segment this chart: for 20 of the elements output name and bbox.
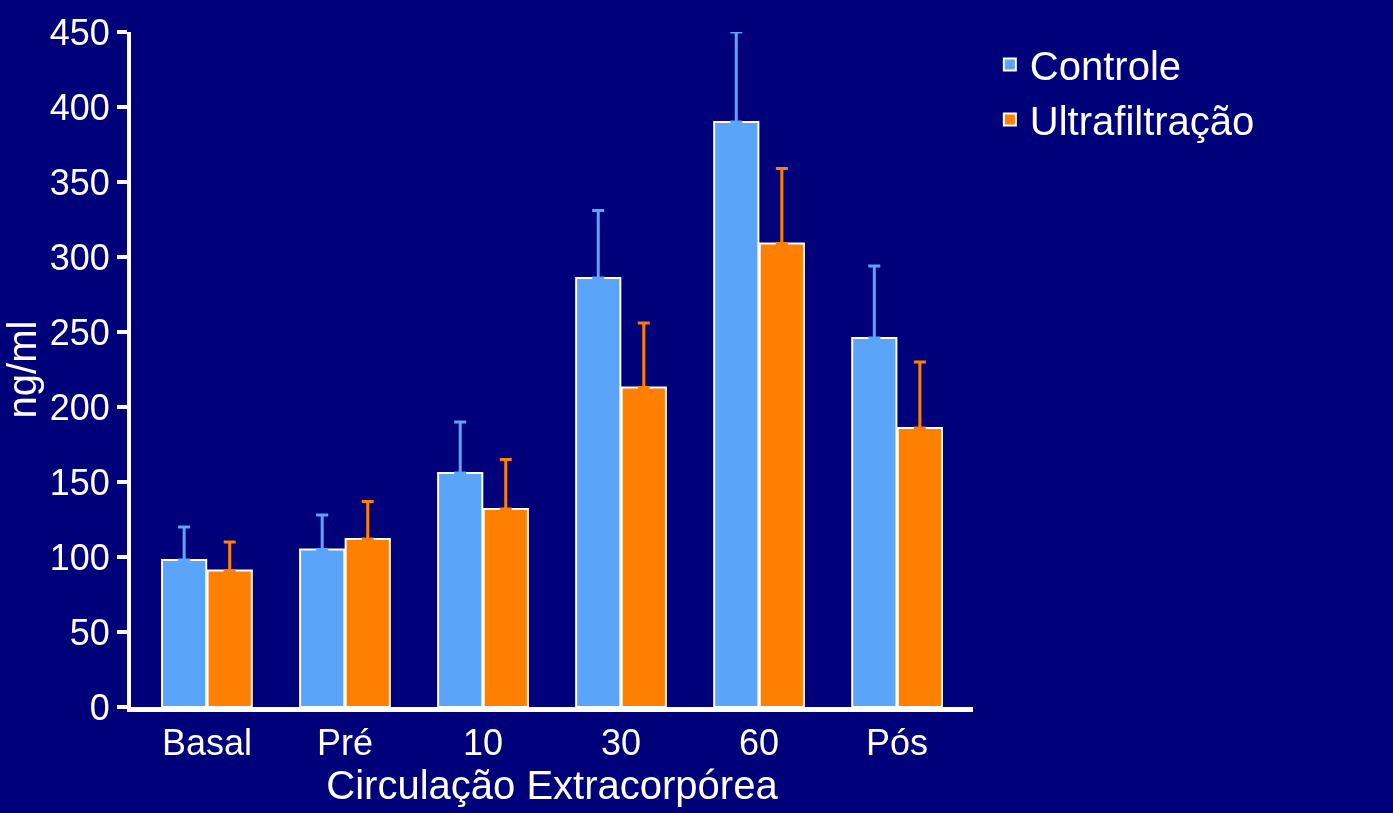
y-tick-label: 200	[49, 386, 110, 428]
y-axis-title: ng/ml	[0, 320, 44, 419]
y-tick-label: 450	[49, 11, 110, 53]
y-tick-label: 400	[49, 86, 110, 128]
y-tick-label: 300	[49, 236, 110, 278]
x-tick-label: Pré	[316, 722, 373, 764]
x-axis-title: Circulação Extracorpórea	[326, 763, 779, 808]
y-tick-label: 150	[49, 461, 110, 503]
y-tick-label: 100	[49, 536, 110, 578]
x-tick-label: 30	[601, 722, 642, 764]
x-tick-label: Basal	[161, 722, 252, 764]
y-tick-label: 0	[89, 686, 110, 728]
legend-label: Ultrafiltração	[1029, 99, 1255, 144]
y-tick-label: 50	[69, 611, 110, 653]
x-tick-label: 60	[739, 722, 780, 764]
y-tick-label: 350	[49, 161, 110, 203]
legend-label: Controle	[1029, 44, 1182, 89]
x-tick-label: Pós	[866, 722, 929, 764]
y-tick-label: 250	[49, 311, 110, 353]
x-tick-label: 10	[462, 722, 503, 764]
